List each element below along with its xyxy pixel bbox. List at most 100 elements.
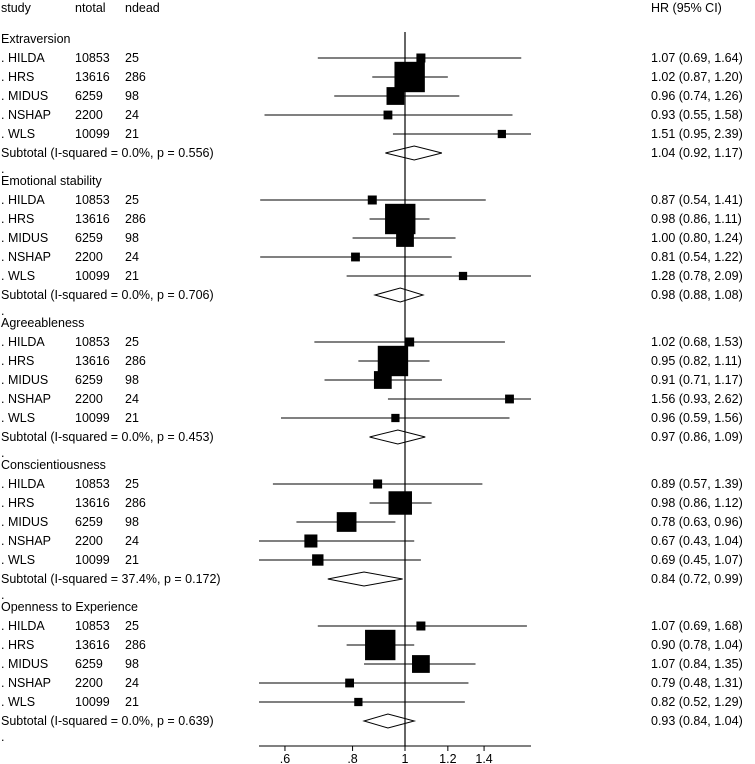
- study-ntotal: 10853: [75, 477, 110, 491]
- subtotal-text: Subtotal (I-squared = 0.0%, p = 0.706): [1, 288, 214, 302]
- header-ndead: ndead: [125, 1, 160, 15]
- hr-marker: [304, 534, 318, 548]
- header-study: study: [1, 1, 31, 15]
- study-hr-label: 0.90 (0.78, 1.04): [651, 638, 743, 652]
- subtotal-hr-label: 1.04 (0.92, 1.17): [651, 146, 743, 160]
- hr-marker: [354, 697, 363, 707]
- study-ndead: 24: [125, 250, 139, 264]
- hr-marker: [497, 129, 506, 139]
- study-ndead: 98: [125, 89, 139, 103]
- group-heading: Agreeableness: [1, 316, 85, 330]
- study-name: . HILDA: [1, 51, 45, 65]
- study-ndead: 25: [125, 335, 139, 349]
- group-heading: Openness to Experience: [1, 600, 138, 614]
- study-name: . WLS: [1, 411, 36, 425]
- study-ntotal: 10099: [75, 127, 110, 141]
- study-ntotal: 10099: [75, 695, 110, 709]
- study-ntotal: 10853: [75, 619, 110, 633]
- spacer-dot: .: [1, 304, 5, 318]
- subtotal-diamond: [362, 713, 417, 729]
- study-ndead: 24: [125, 392, 139, 406]
- study-ndead: 286: [125, 354, 146, 368]
- subtotal-hr-label: 0.93 (0.84, 1.04): [651, 714, 743, 728]
- study-name: . HRS: [1, 496, 35, 510]
- hr-marker: [416, 621, 426, 631]
- study-name: . MIDUS: [1, 515, 49, 529]
- study-ndead: 25: [125, 51, 139, 65]
- study-name: . NSHAP: [1, 534, 52, 548]
- study-name: . HRS: [1, 212, 35, 226]
- hr-marker: [405, 337, 415, 347]
- group-heading: Extraversion: [1, 32, 71, 46]
- hr-marker: [383, 110, 393, 120]
- study-ntotal: 13616: [75, 70, 110, 84]
- study-ndead: 98: [125, 231, 139, 245]
- study-ntotal: 6259: [75, 89, 103, 103]
- study-hr-label: 0.67 (0.43, 1.04): [651, 534, 743, 548]
- subtotal-hr-label: 0.97 (0.86, 1.09): [651, 430, 743, 444]
- study-ntotal: 10099: [75, 411, 110, 425]
- study-hr-label: 0.78 (0.63, 0.96): [651, 515, 743, 529]
- hr-marker: [505, 394, 514, 404]
- study-hr-label: 1.07 (0.84, 1.35): [651, 657, 743, 671]
- subtotal-diamond: [385, 145, 443, 161]
- subtotal-text: Subtotal (I-squared = 37.4%, p = 0.172): [1, 572, 221, 586]
- study-ndead: 98: [125, 657, 139, 671]
- hr-marker: [373, 371, 392, 389]
- study-hr-label: 1.51 (0.95, 2.39): [651, 127, 743, 141]
- study-name: . WLS: [1, 695, 36, 709]
- study-ntotal: 13616: [75, 354, 110, 368]
- spacer-dot: .: [1, 730, 5, 744]
- study-ntotal: 6259: [75, 515, 103, 529]
- study-name: . MIDUS: [1, 373, 49, 387]
- study-name: . MIDUS: [1, 657, 49, 671]
- group-heading: Conscientiousness: [1, 458, 106, 472]
- study-name: . WLS: [1, 127, 36, 141]
- study-name: . HILDA: [1, 619, 45, 633]
- study-ntotal: 6259: [75, 231, 103, 245]
- study-hr-label: 0.82 (0.52, 1.29): [651, 695, 743, 709]
- study-ntotal: 10099: [75, 269, 110, 283]
- study-ntotal: 2200: [75, 392, 103, 406]
- study-ndead: 286: [125, 70, 146, 84]
- study-hr-label: 1.07 (0.69, 1.68): [651, 619, 743, 633]
- study-name: . NSHAP: [1, 392, 52, 406]
- hr-marker: [367, 195, 377, 205]
- spacer-dot: .: [1, 588, 5, 602]
- header-ntotal: ntotal: [75, 1, 106, 15]
- header-hr: HR (95% CI): [651, 1, 722, 15]
- study-ntotal: 10853: [75, 335, 110, 349]
- study-name: . HRS: [1, 354, 35, 368]
- group-heading: Emotional stability: [1, 174, 102, 188]
- study-name: . MIDUS: [1, 231, 49, 245]
- hr-marker: [373, 479, 383, 489]
- study-hr-label: 1.02 (0.87, 1.20): [651, 70, 743, 84]
- study-ntotal: 2200: [75, 250, 103, 264]
- study-ntotal: 10853: [75, 51, 110, 65]
- study-ntotal: 10853: [75, 193, 110, 207]
- subtotal-text: Subtotal (I-squared = 0.0%, p = 0.556): [1, 146, 214, 160]
- study-name: . HILDA: [1, 335, 45, 349]
- subtotal-text: Subtotal (I-squared = 0.0%, p = 0.639): [1, 714, 214, 728]
- study-ndead: 286: [125, 638, 146, 652]
- study-hr-label: 0.93 (0.55, 1.58): [651, 108, 743, 122]
- study-hr-label: 1.00 (0.80, 1.24): [651, 231, 743, 245]
- study-hr-label: 0.98 (0.86, 1.11): [651, 212, 742, 226]
- study-ndead: 24: [125, 534, 139, 548]
- study-ndead: 25: [125, 619, 139, 633]
- study-ntotal: 6259: [75, 657, 103, 671]
- hr-marker: [416, 53, 426, 63]
- study-hr-label: 1.07 (0.69, 1.64): [651, 51, 743, 65]
- study-hr-label: 0.79 (0.48, 1.31): [651, 676, 743, 690]
- study-ndead: 286: [125, 496, 146, 510]
- study-ntotal: 13616: [75, 638, 110, 652]
- study-ntotal: 6259: [75, 373, 103, 387]
- hr-marker: [312, 554, 324, 566]
- study-name: . NSHAP: [1, 676, 52, 690]
- study-hr-label: 0.69 (0.45, 1.07): [651, 553, 743, 567]
- study-ndead: 286: [125, 212, 146, 226]
- study-hr-label: 0.96 (0.74, 1.26): [651, 89, 743, 103]
- study-name: . HILDA: [1, 193, 45, 207]
- study-name: . WLS: [1, 269, 36, 283]
